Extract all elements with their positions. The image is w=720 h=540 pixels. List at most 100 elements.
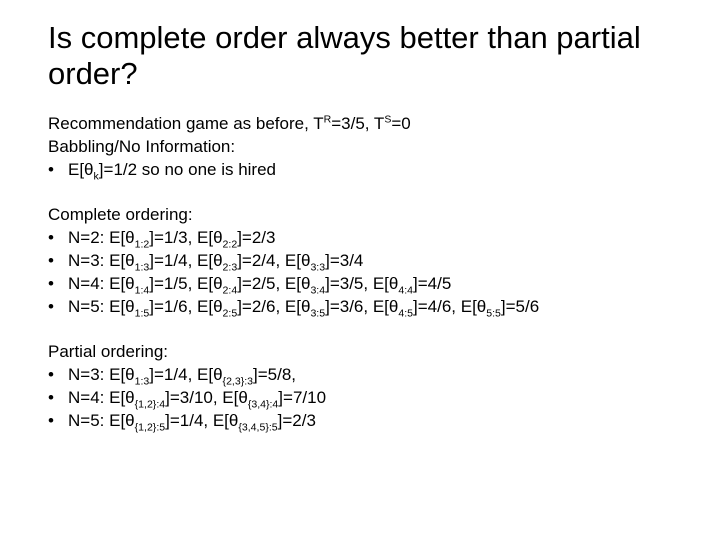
text: ]=4/5: [413, 274, 451, 293]
bullet-text: N=4: E[θ{1,2}:4]=3/10, E[θ{3,4}:4]=7/10: [68, 387, 680, 410]
text: ]=1/5,: [149, 274, 197, 293]
text: E[θ: [109, 228, 135, 247]
text: ]=1/2 so no one is hired: [99, 160, 276, 179]
text: ]=2/3: [237, 228, 275, 247]
bullet-text: N=3: E[θ1:3]=1/4, E[θ{2,3}:3]=5/8,: [68, 364, 680, 387]
subscript: 1:2: [135, 238, 150, 250]
text: ]=3/10,: [165, 388, 222, 407]
bullet-row: • E[θk]=1/2 so no one is hired: [48, 159, 680, 182]
subscript: 3:4: [310, 284, 325, 296]
text: E[θ: [197, 228, 223, 247]
subscript: {1,2}:4: [135, 398, 165, 410]
bullet-row: •N=4: E[θ1:4]=1/5, E[θ2:4]=2/5, E[θ3:4]=…: [48, 273, 680, 296]
text: E[θ: [109, 251, 135, 270]
text: ]=2/6,: [237, 297, 285, 316]
text: ]=1/3,: [149, 228, 197, 247]
n-label: N=4:: [68, 274, 109, 293]
bullet-text: N=2: E[θ1:2]=1/3, E[θ2:2]=2/3: [68, 227, 680, 250]
subscript: 1:4: [135, 284, 150, 296]
text: =3/5, T: [331, 114, 384, 133]
subscript: 2:3: [223, 261, 238, 273]
subscript: 5:5: [486, 307, 501, 319]
bullet-mark: •: [48, 387, 68, 410]
text: E[θ: [109, 388, 135, 407]
text: E[θ: [68, 160, 94, 179]
n-label: N=5:: [68, 297, 109, 316]
subscript: 1:3: [135, 261, 150, 273]
n-label: N=2:: [68, 228, 109, 247]
partial-block: Partial ordering: •N=3: E[θ1:3]=1/4, E[θ…: [48, 341, 680, 433]
subscript: 3:3: [310, 261, 325, 273]
bullet-row: •N=3: E[θ1:3]=1/4, E[θ2:3]=2/4, E[θ3:3]=…: [48, 250, 680, 273]
subscript: {2,3}:3: [223, 375, 253, 387]
text: E[θ: [285, 274, 311, 293]
text: E[θ: [222, 388, 248, 407]
text: ]=2/4,: [237, 251, 285, 270]
text: ]=5/8,: [253, 365, 296, 384]
text: E[θ: [109, 274, 135, 293]
bullet-row: •N=4: E[θ{1,2}:4]=3/10, E[θ{3,4}:4]=7/10: [48, 387, 680, 410]
bullet-row: •N=5: E[θ{1,2}:5]=1/4, E[θ{3,4,5}:5]=2/3: [48, 410, 680, 433]
text: ]=1/6,: [149, 297, 197, 316]
bullet-text: N=5: E[θ1:5]=1/6, E[θ2:5]=2/6, E[θ3:5]=3…: [68, 296, 680, 319]
text: ]=1/4,: [149, 251, 197, 270]
text: E[θ: [285, 251, 311, 270]
bullet-text: N=4: E[θ1:4]=1/5, E[θ2:4]=2/5, E[θ3:4]=3…: [68, 273, 680, 296]
complete-header: Complete ordering:: [48, 204, 680, 227]
bullet-mark: •: [48, 227, 68, 250]
subscript: 4:4: [398, 284, 413, 296]
text: ]=1/4,: [149, 365, 197, 384]
text: E[θ: [373, 274, 399, 293]
text: ]=3/6,: [325, 297, 373, 316]
slide: Is complete order always better than par…: [0, 0, 720, 540]
bullet-row: •N=5: E[θ1:5]=1/6, E[θ2:5]=2/6, E[θ3:5]=…: [48, 296, 680, 319]
text: ]=5/6: [501, 297, 539, 316]
partial-header: Partial ordering:: [48, 341, 680, 364]
intro-line-2: Babbling/No Information:: [48, 136, 680, 159]
bullet-row: •N=3: E[θ1:3]=1/4, E[θ{2,3}:3]=5/8,: [48, 364, 680, 387]
bullet-text: N=3: E[θ1:3]=1/4, E[θ2:3]=2/4, E[θ3:3]=3…: [68, 250, 680, 273]
subscript: 2:5: [223, 307, 238, 319]
text: E[θ: [285, 297, 311, 316]
n-label: N=5:: [68, 411, 109, 430]
subscript: {3,4}:4: [248, 398, 278, 410]
subscript: {3,4,5}:5: [238, 421, 277, 433]
slide-title: Is complete order always better than par…: [48, 20, 680, 91]
intro-line-1: Recommendation game as before, TR=3/5, T…: [48, 113, 680, 136]
bullet-mark: •: [48, 273, 68, 296]
text: =0: [391, 114, 410, 133]
bullet-mark: •: [48, 296, 68, 319]
text: E[θ: [109, 365, 135, 384]
subscript: 1:3: [135, 375, 150, 387]
n-label: N=3:: [68, 251, 109, 270]
bullet-mark: •: [48, 364, 68, 387]
text: E[θ: [197, 365, 223, 384]
bullet-mark: •: [48, 159, 68, 182]
complete-rows: •N=2: E[θ1:2]=1/3, E[θ2:2]=2/3•N=3: E[θ1…: [48, 227, 680, 319]
text: Recommendation game as before, T: [48, 114, 324, 133]
n-label: N=4:: [68, 388, 109, 407]
partial-rows: •N=3: E[θ1:3]=1/4, E[θ{2,3}:3]=5/8,•N=4:…: [48, 364, 680, 433]
subscript: 4:5: [398, 307, 413, 319]
text: ]=3/4: [325, 251, 363, 270]
bullet-row: •N=2: E[θ1:2]=1/3, E[θ2:2]=2/3: [48, 227, 680, 250]
subscript: 2:4: [223, 284, 238, 296]
subscript: 2:2: [223, 238, 238, 250]
text: ]=3/5,: [325, 274, 373, 293]
bullet-mark: •: [48, 410, 68, 433]
text: ]=4/6,: [413, 297, 461, 316]
text: E[θ: [197, 251, 223, 270]
n-label: N=3:: [68, 365, 109, 384]
bullet-text: N=5: E[θ{1,2}:5]=1/4, E[θ{3,4,5}:5]=2/3: [68, 410, 680, 433]
text: ]=1/4,: [165, 411, 213, 430]
subscript: {1,2}:5: [135, 421, 165, 433]
bullet-mark: •: [48, 250, 68, 273]
text: ]=2/5,: [237, 274, 285, 293]
complete-block: Complete ordering: •N=2: E[θ1:2]=1/3, E[…: [48, 204, 680, 319]
text: E[θ: [197, 297, 223, 316]
text: ]=7/10: [278, 388, 326, 407]
text: E[θ: [213, 411, 239, 430]
text: E[θ: [461, 297, 487, 316]
text: E[θ: [109, 411, 135, 430]
text: E[θ: [109, 297, 135, 316]
